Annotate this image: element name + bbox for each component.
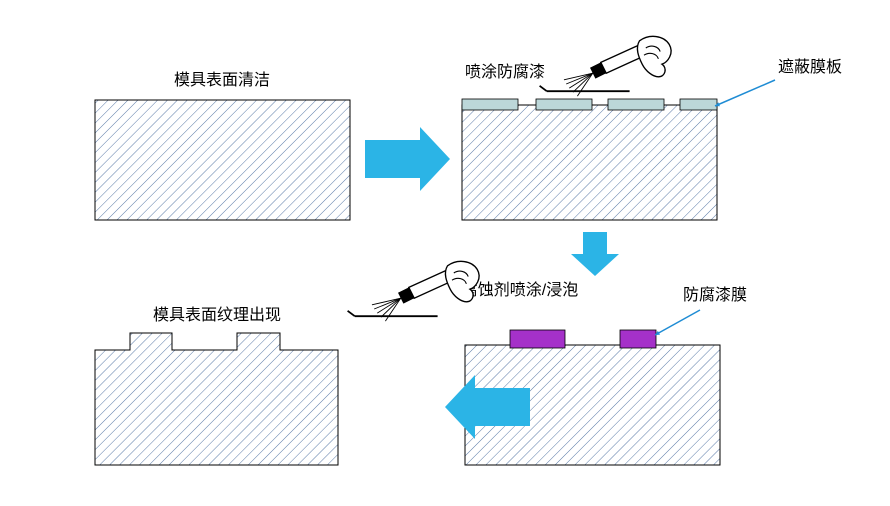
arrow-step1-to-step2 <box>365 127 450 191</box>
sprayer-top-icon-hand <box>637 36 671 76</box>
step1-block <box>95 100 350 220</box>
step2-mask-strip-3 <box>680 99 717 110</box>
step4-block <box>95 333 338 465</box>
step2-mask-strip-0 <box>462 99 518 110</box>
labels.step1: 模具表面清洁 <box>174 71 270 89</box>
labels.step3: 腐蚀剂喷涂/浸泡 <box>462 281 578 299</box>
sprayer-mid-icon-plate-edge <box>348 311 355 316</box>
step2-mask-strip-2 <box>608 99 664 110</box>
labels.step3_callout: 防腐漆膜 <box>683 286 747 304</box>
step3-film-strip-0 <box>510 330 565 348</box>
step2-mask-strip-1 <box>536 99 592 110</box>
step2-block <box>462 105 717 220</box>
arrow-step2-to-step3 <box>571 232 619 276</box>
labels.step2: 喷涂防腐漆 <box>465 63 545 81</box>
labels.step4: 模具表面纹理出现 <box>153 306 281 324</box>
sprayer-top-icon-plate-edge <box>540 86 547 91</box>
labels.step2_callout: 遮蔽膜板 <box>778 58 842 76</box>
process-diagram: 模具表面清洁 喷涂防腐漆 遮蔽膜板腐蚀剂喷涂/浸泡 防腐漆膜模具表面纹理出现 <box>0 0 890 501</box>
callout-step2-line <box>715 80 775 106</box>
callout-step3-line <box>655 310 700 335</box>
diagram-root: 模具表面清洁 喷涂防腐漆 遮蔽膜板腐蚀剂喷涂/浸泡 防腐漆膜模具表面纹理出现 <box>0 0 890 501</box>
sprayer-top-icon <box>540 36 672 96</box>
sprayer-mid-icon <box>348 261 480 321</box>
step3-film-strip-1 <box>620 330 656 348</box>
